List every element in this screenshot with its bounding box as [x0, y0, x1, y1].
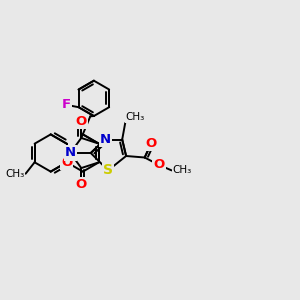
Text: S: S: [103, 164, 113, 177]
Text: N: N: [65, 146, 76, 160]
Text: O: O: [61, 156, 72, 169]
Text: CH₃: CH₃: [5, 169, 25, 179]
Text: N: N: [100, 133, 111, 146]
Text: O: O: [76, 115, 87, 128]
Text: CH₃: CH₃: [172, 165, 191, 176]
Text: F: F: [61, 98, 70, 111]
Text: CH₃: CH₃: [126, 112, 145, 122]
Text: O: O: [146, 136, 157, 150]
Text: O: O: [76, 178, 87, 191]
Text: O: O: [153, 158, 165, 172]
